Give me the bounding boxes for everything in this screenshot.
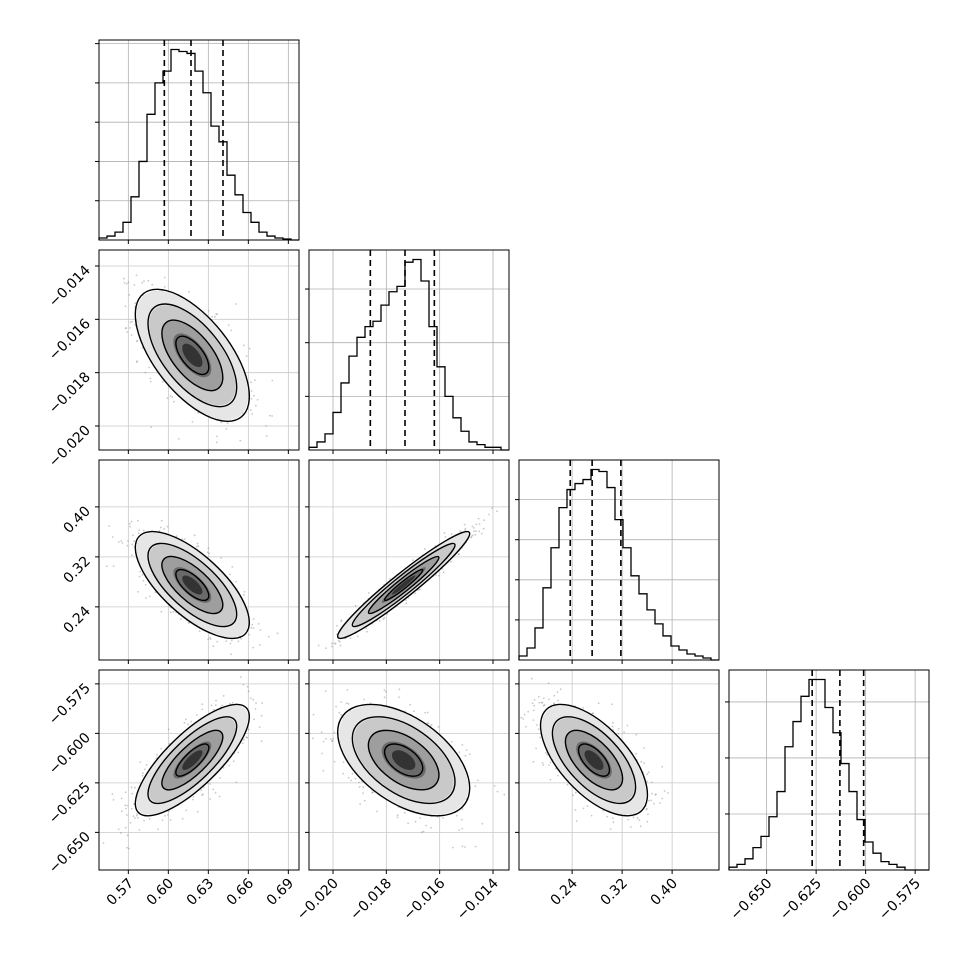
histogram-panel-2 — [515, 459, 720, 664]
histogram-panel-3 — [725, 669, 930, 874]
y-tick-label-1-0: −0.020 — [46, 423, 94, 471]
contour-1 — [147, 303, 238, 408]
contour-2 — [367, 555, 440, 615]
density-fill — [391, 750, 416, 771]
contour-0 — [134, 530, 251, 640]
x-tick-label-1-2: −0.016 — [401, 875, 449, 923]
x-tick-label-0-3: 0.66 — [224, 875, 257, 908]
contour-1 — [351, 542, 456, 628]
x-tick-label-1-0: −0.020 — [294, 876, 342, 924]
panel-frame — [98, 669, 300, 871]
panel-frame — [728, 669, 930, 871]
x-tick-label-1-1: −0.018 — [347, 876, 395, 924]
contour-3 — [383, 743, 424, 777]
contour-0 — [134, 703, 251, 817]
panel-frame — [518, 669, 720, 871]
x-tick-label-1-3: −0.014 — [454, 875, 502, 923]
contour-3 — [383, 568, 424, 602]
x-tick-label-2-0: 0.24 — [548, 875, 581, 908]
density-fill — [182, 575, 203, 595]
pair-panel-1-2 — [305, 459, 510, 664]
y-tick-label-3-2: −0.600 — [46, 730, 94, 778]
y-tick-label-1-1: −0.018 — [46, 369, 94, 417]
histogram-step-3 — [728, 678, 929, 871]
x-tick-label-3-2: −0.600 — [827, 876, 875, 924]
y-tick-label-2-1: 0.32 — [60, 553, 93, 586]
panel-frame — [518, 459, 720, 661]
pair-panel-0-3 — [95, 669, 300, 874]
contour-1 — [351, 716, 456, 805]
panel-frame — [98, 459, 300, 661]
y-tick-label-2-2: 0.40 — [60, 503, 93, 536]
density-fill — [584, 750, 604, 770]
histogram-step-2 — [518, 468, 719, 661]
x-tick-label-2-2: 0.40 — [648, 876, 681, 909]
histogram-step-1 — [308, 258, 509, 451]
y-tick-label-3-3: −0.575 — [46, 680, 94, 728]
contour-2 — [161, 555, 224, 615]
density-fill — [391, 575, 416, 595]
y-tick-label-3-1: −0.625 — [46, 779, 94, 827]
density-fill — [182, 750, 203, 770]
y-tick-label-1-3: −0.014 — [46, 262, 94, 310]
x-tick-label-2-1: 0.32 — [598, 876, 631, 909]
pair-panel-2-3 — [515, 669, 720, 874]
x-tick-label-0-4: 0.69 — [264, 876, 297, 909]
contour-2 — [161, 319, 224, 392]
y-tick-label-2-0: 0.24 — [60, 603, 93, 636]
x-tick-label-3-1: −0.625 — [777, 876, 825, 924]
y-tick-label-3-0: −0.650 — [46, 829, 94, 877]
contour-0 — [336, 703, 471, 817]
contour-1 — [147, 542, 238, 628]
panel-frame — [308, 249, 510, 451]
x-tick-label-0-2: 0.63 — [184, 876, 217, 909]
x-tick-label-3-3: −0.575 — [876, 876, 924, 924]
contour-2 — [564, 729, 624, 791]
panel-frame — [98, 249, 300, 451]
contour-0 — [539, 703, 649, 817]
pair-panel-0-2 — [95, 459, 300, 664]
contour-2 — [161, 729, 224, 791]
contour-3 — [175, 335, 210, 376]
pair-panel-1-3 — [305, 669, 510, 874]
pair-panel-0-1 — [95, 249, 300, 454]
x-tick-label-0-0: 0.57 — [104, 876, 137, 909]
contour-1 — [147, 716, 238, 805]
panel-frame — [98, 39, 300, 241]
histogram-panel-1 — [305, 249, 510, 454]
contour-0 — [134, 288, 251, 423]
contour-2 — [367, 729, 440, 791]
x-tick-label-0-1: 0.60 — [144, 876, 177, 909]
histogram-step-0 — [98, 48, 299, 241]
panel-frame — [308, 669, 510, 871]
histogram-panel-0 — [95, 39, 300, 244]
density-fill — [182, 343, 203, 368]
contour-3 — [175, 743, 210, 777]
x-tick-label-3-0: −0.650 — [728, 876, 776, 924]
contour-3 — [175, 568, 210, 602]
contour-1 — [551, 716, 637, 805]
y-tick-label-1-2: −0.016 — [46, 316, 94, 364]
panel-frame — [308, 459, 510, 661]
contour-3 — [577, 743, 611, 777]
contour-0 — [336, 530, 471, 640]
